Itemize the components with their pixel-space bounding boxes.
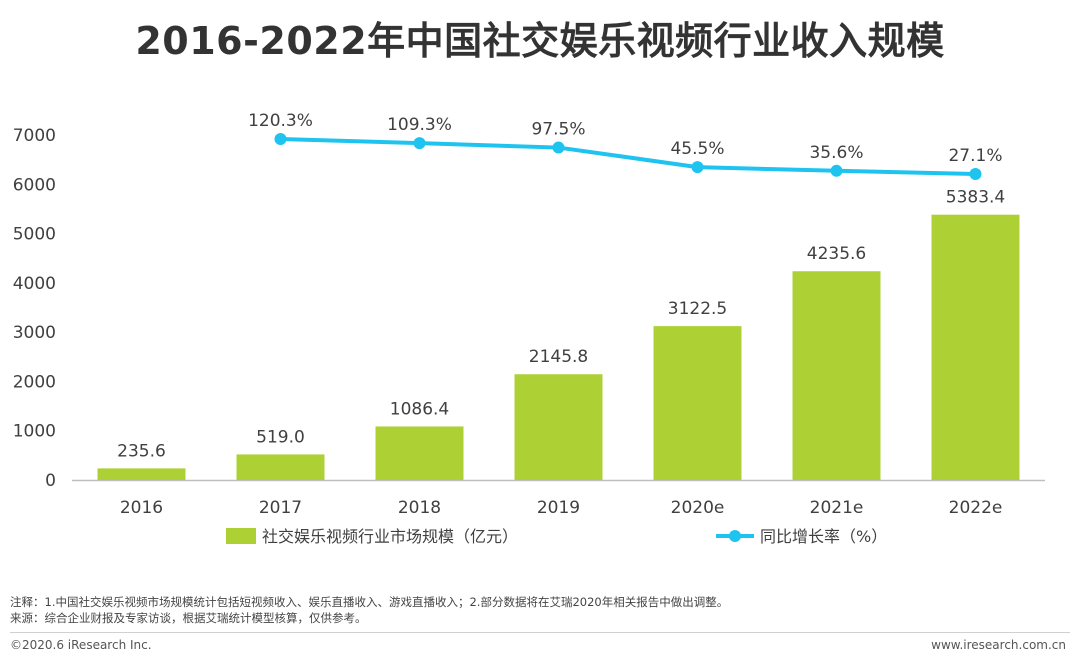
website-text: www.iresearch.com.cn: [931, 638, 1066, 652]
notes-block: 注释：1.中国社交娱乐视频市场规模统计包括短视频收入、娱乐直播收入、游戏直播收入…: [10, 594, 728, 626]
growth-rate-point: [274, 133, 287, 145]
growth-rate-point: [830, 164, 843, 177]
chart-title: 2016-2022年中国社交娱乐视频行业收入规模: [135, 19, 945, 63]
bar-value-label: 235.6: [117, 441, 166, 461]
bar-value-label: 1086.4: [390, 399, 449, 419]
note-text: 注释：1.中国社交娱乐视频市场规模统计包括短视频收入、娱乐直播收入、游戏直播收入…: [10, 595, 729, 609]
footer-divider: [10, 632, 1070, 633]
bar: [514, 374, 603, 480]
bar: [931, 214, 1020, 480]
legend-line-label: 同比增长率（%）: [760, 527, 887, 546]
growth-rate-point: [413, 137, 426, 150]
bar-value-label: 2145.8: [529, 347, 588, 367]
x-tick-label: 2022e: [949, 498, 1003, 518]
bar: [375, 426, 464, 480]
bar-value-label: 519.0: [256, 427, 305, 447]
y-tick-label: 7000: [13, 126, 56, 146]
bar: [653, 326, 742, 480]
y-tick-label: 0: [45, 471, 56, 491]
bar-value-label: 4235.6: [807, 244, 866, 264]
growth-rate-point: [969, 168, 982, 180]
growth-rate-label: 97.5%: [531, 120, 585, 140]
copyright-text: ©2020.6 iResearch Inc.: [10, 638, 152, 652]
x-tick-label: 2017: [259, 498, 302, 518]
x-tick-label: 2021e: [810, 498, 864, 518]
bar: [236, 454, 325, 480]
growth-rate-label: 35.6%: [809, 143, 863, 163]
x-tick-label: 2020e: [671, 498, 725, 518]
y-tick-label: 6000: [13, 175, 56, 195]
growth-rate-point: [552, 141, 565, 154]
y-tick-label: 3000: [13, 323, 56, 343]
growth-rate-line: [280, 137, 976, 176]
bar: [792, 271, 881, 480]
bar-value-label: 5383.4: [946, 188, 1005, 208]
source-text: 来源：综合企业财报及专家访谈，根据艾瑞统计模型核算，仅供参考。: [10, 611, 367, 625]
legend-line-marker: [729, 530, 741, 542]
growth-rate-label: 109.3%: [387, 115, 452, 135]
bar: [97, 468, 186, 480]
bar-value-label: 3122.5: [668, 299, 727, 319]
growth-rate-label: 45.5%: [670, 139, 724, 159]
legend-bar-label: 社交娱乐视频行业市场规模（亿元）: [262, 527, 518, 546]
y-tick-label: 5000: [13, 225, 56, 245]
x-tick-label: 2019: [537, 498, 580, 518]
growth-rate-label: 27.1%: [948, 146, 1002, 166]
growth-rate-point: [691, 161, 704, 174]
y-tick-label: 1000: [13, 422, 56, 442]
legend-bar-swatch: [226, 528, 256, 544]
x-tick-label: 2016: [120, 498, 163, 518]
chart: 0 1000 2000 3000 4000 5000 6000 7000 235.6 519.0 1…: [13, 111, 1045, 546]
y-tick-label: 4000: [13, 274, 56, 294]
growth-rate-label: 120.3%: [248, 111, 313, 131]
x-tick-label: 2018: [398, 498, 441, 518]
y-tick-label: 2000: [13, 372, 56, 392]
